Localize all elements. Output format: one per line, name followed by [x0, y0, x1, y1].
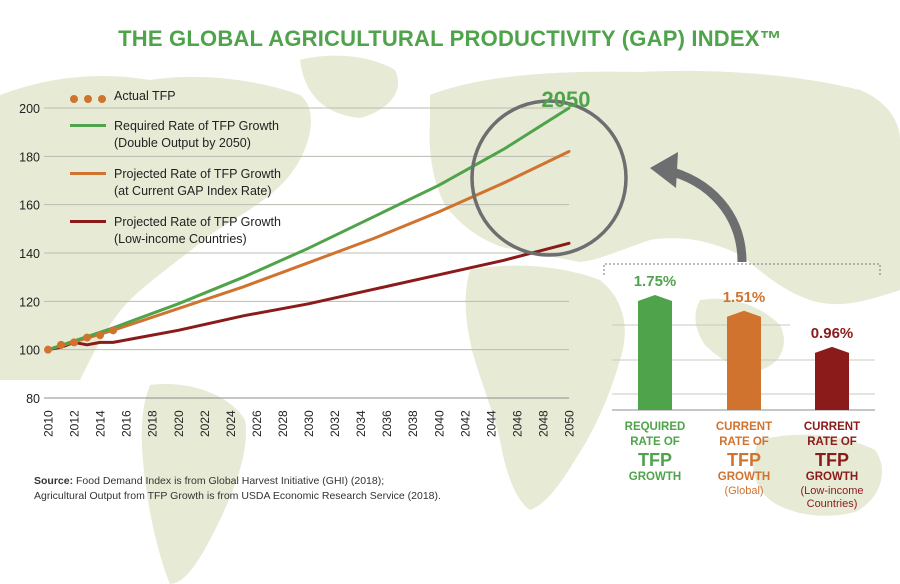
bar-value-label: 1.51%	[722, 288, 766, 306]
greenland-shape	[300, 55, 399, 118]
bar-caption-line: Countries)	[806, 498, 858, 510]
bar	[638, 295, 672, 410]
x-tick-label: 2042	[458, 410, 472, 437]
bar-caption-line: RATE OF	[630, 436, 680, 448]
x-tick-label: 2044	[484, 410, 498, 437]
x-tick-label: 2016	[120, 410, 134, 437]
x-tick-label: 2046	[510, 410, 524, 437]
source-line-1: Food Demand Index is from Global Harvest…	[73, 475, 385, 487]
series-line	[46, 106, 571, 352]
bar-caption-line: GROWTH	[805, 471, 859, 483]
source-label: Source:	[34, 475, 74, 487]
x-tick-label: 2034	[354, 410, 368, 437]
x-tick-label: 2024	[224, 410, 238, 437]
south-america-shape	[141, 384, 246, 584]
x-tick-label: 2030	[302, 410, 316, 437]
legend-label: (Low-income Countries)	[114, 232, 247, 246]
bar-caption-line: REQUIRED	[624, 421, 686, 433]
bracket-line	[603, 263, 881, 275]
bar-caption: CURRENT RATE OF TFP GROWTH (Global)	[699, 420, 789, 498]
africa-shape	[465, 265, 625, 510]
legend-label: (Double Output by 2050)	[114, 136, 251, 150]
series-line	[46, 241, 571, 352]
data-point	[57, 340, 66, 349]
bar-caption-line: RATE OF	[719, 436, 769, 448]
y-tick-label: 80	[26, 392, 40, 406]
x-tick-label: 2050	[563, 410, 577, 437]
bar-caption-line: TFP	[727, 450, 761, 470]
bar-caption-line: RATE OF	[807, 436, 857, 448]
europe-asia-shape	[429, 70, 900, 305]
dots-icon	[70, 92, 112, 106]
x-tick-label: 2012	[68, 410, 82, 437]
bar-caption: CURRENT RATE OF TFP GROWTH (Low-income Countr…	[787, 420, 877, 511]
x-tick-label: 2040	[432, 410, 446, 437]
bar-value-label: 1.75%	[633, 273, 677, 290]
line-swatch-icon	[70, 220, 106, 223]
callout-arrowhead-icon	[650, 152, 678, 188]
x-tick-label: 2028	[276, 410, 290, 437]
legend-label: (at Current GAP Index Rate)	[114, 184, 272, 198]
australia-shape	[753, 434, 883, 516]
line-swatch-icon	[70, 172, 106, 175]
x-tick-label: 2038	[406, 410, 420, 437]
data-point	[70, 338, 79, 347]
bar-caption-line: CURRENT	[715, 421, 773, 433]
line-swatch-icon	[70, 124, 106, 127]
bar-caption-line: GROWTH	[717, 471, 771, 483]
bar	[815, 346, 849, 410]
series-line	[46, 150, 571, 352]
data-point	[44, 345, 52, 354]
y-tick-label: 140	[19, 247, 40, 261]
legend-label: Required Rate of TFP Growth	[114, 119, 279, 133]
x-tick-label: 2018	[146, 410, 160, 437]
y-tick-label: 200	[19, 102, 40, 116]
bar-caption-line: TFP	[638, 450, 672, 470]
bar-caption-line: TFP	[815, 450, 849, 470]
x-tick-label: 2022	[198, 410, 212, 437]
bar-caption-line: (Low-income	[800, 485, 864, 497]
bar-caption: REQUIRED RATE OF TFP GROWTH	[610, 420, 700, 485]
page-title: THE GLOBAL AGRICULTURAL PRODUCTIVITY (GA…	[118, 26, 782, 51]
legend-label: Projected Rate of TFP Growth	[114, 167, 281, 181]
bar-caption-line: (Global)	[724, 485, 764, 497]
callout-arrow	[663, 165, 747, 263]
legend-label: Actual TFP	[114, 89, 176, 103]
north-america-shape	[0, 75, 311, 380]
x-tick-label: 2032	[328, 410, 342, 437]
callout-year: 2050	[542, 87, 591, 112]
source-line-2: Agricultural Output from TFP Growth is f…	[34, 490, 441, 502]
y-tick-label: 120	[19, 295, 40, 309]
x-tick-label: 2010	[42, 410, 56, 437]
y-tick-label: 180	[19, 150, 40, 164]
x-tick-label: 2026	[250, 410, 264, 437]
x-tick-label: 2014	[94, 410, 108, 437]
data-point	[83, 333, 92, 342]
y-tick-label: 100	[19, 344, 40, 358]
x-tick-label: 2048	[536, 410, 550, 437]
bar-value-label: 0.96%	[810, 324, 854, 342]
x-tick-label: 2020	[172, 410, 186, 437]
x-tick-label: 2036	[380, 410, 394, 437]
callout-circle	[470, 99, 628, 257]
bar-caption-line: GROWTH	[628, 471, 682, 483]
legend-label: Projected Rate of TFP Growth	[114, 215, 281, 229]
source-note: Source: Food Demand Index is from Global…	[34, 474, 441, 504]
y-tick-label: 160	[19, 199, 40, 213]
bar	[727, 310, 761, 410]
data-point	[109, 326, 118, 335]
data-point	[96, 331, 105, 340]
bar-caption-line: CURRENT	[803, 421, 861, 433]
